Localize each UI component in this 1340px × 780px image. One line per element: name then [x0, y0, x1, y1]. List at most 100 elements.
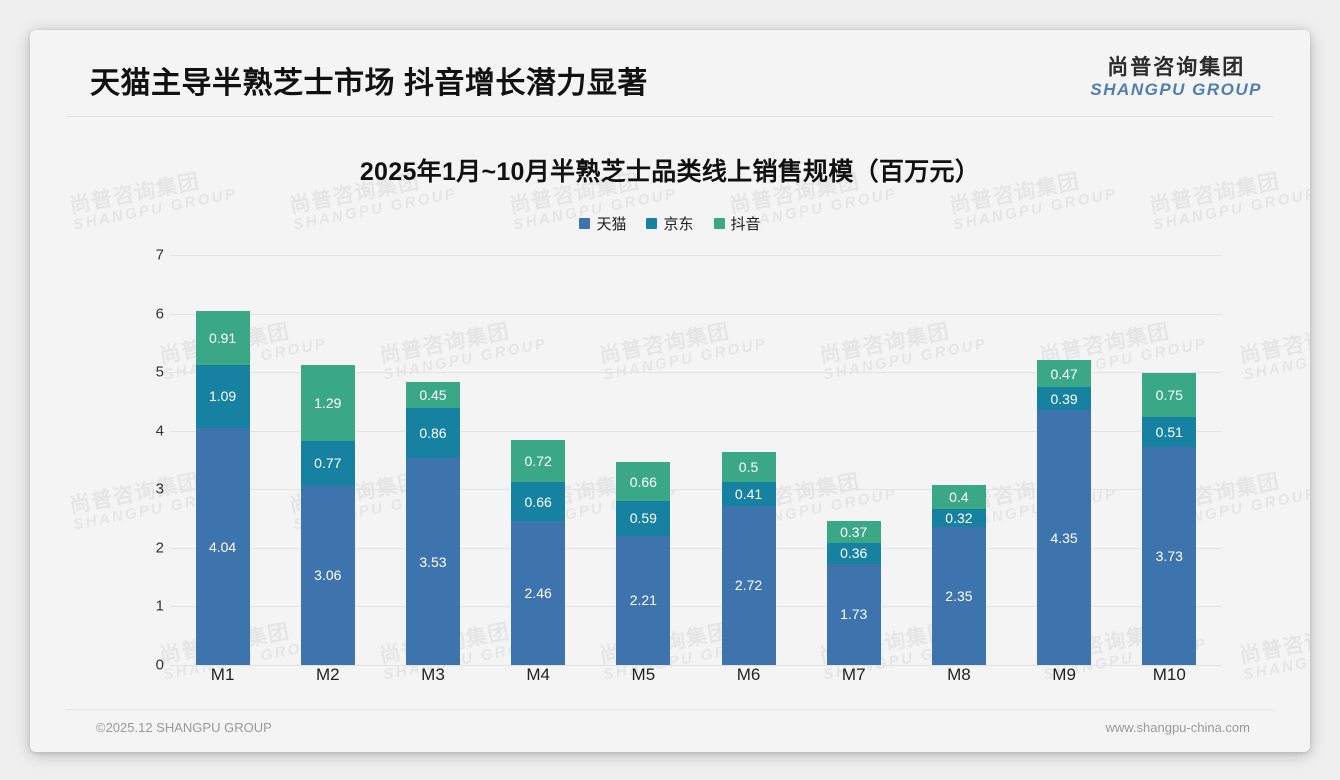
bar-value-label: 0.72	[524, 453, 552, 470]
bar-segment-京东[interactable]: 0.77	[300, 440, 355, 486]
bar-value-label: 0.39	[1050, 390, 1078, 407]
bar-segment-天猫[interactable]: 3.73	[1142, 446, 1197, 665]
y-axis-tick-label: 3	[155, 480, 164, 498]
y-axis-tick-label: 7	[155, 246, 164, 264]
x-axis-tick-M7: M7	[841, 665, 866, 684]
bar-group-M2[interactable]: 3.06 0.77 1.29	[300, 365, 355, 665]
logo-chinese-text: 尚普咨询集团	[1107, 56, 1246, 79]
bar-segment-天猫[interactable]: 2.35	[931, 527, 986, 665]
x-axis-tick-M3: M3	[421, 665, 445, 684]
bar-segment-京东[interactable]: 0.41	[721, 481, 776, 506]
y-axis-tick-label: 6	[155, 305, 164, 323]
bar-value-label: 0.47	[1050, 365, 1078, 382]
bar-segment-京东[interactable]: 0.51	[1142, 416, 1197, 447]
website-link[interactable]: www.shangpu-china.com	[1105, 720, 1250, 735]
bar-value-label: 0.91	[208, 329, 237, 346]
bar-segment-抖音[interactable]: 0.45	[405, 381, 460, 408]
y-axis-tick-label: 0	[155, 656, 164, 674]
bar-segment-天猫[interactable]: 1.73	[826, 563, 881, 665]
x-axis-labels: M1 M2 M3 M4 M5 M6 M7 M8 M9 M10	[170, 665, 1222, 685]
x-axis-tick-M10: M10	[1152, 665, 1186, 684]
bar-segment-抖音[interactable]: 0.4	[931, 485, 986, 509]
bar-segment-抖音[interactable]: 0.5	[721, 452, 776, 482]
bar-segment-京东[interactable]: 0.59	[616, 501, 671, 536]
gridline	[170, 665, 1222, 666]
bar-value-label: 0.66	[629, 473, 657, 490]
bar-segment-京东[interactable]: 0.36	[826, 542, 881, 564]
bar-segment-抖音[interactable]: 1.29	[300, 365, 355, 441]
bar-group-M6[interactable]: 2.72 0.41 0.5	[721, 452, 776, 665]
bar-group-M5[interactable]: 2.21 0.59 0.66	[616, 462, 671, 665]
bar-value-label: 0.36	[840, 545, 868, 562]
bar-group-M8[interactable]: 2.35 0.32 0.4	[931, 485, 986, 665]
bar-value-label: 1.73	[840, 606, 868, 623]
legend-item-天猫[interactable]: 天猫	[579, 213, 626, 234]
y-axis-tick-label: 5	[155, 363, 164, 381]
x-axis-tick-M5: M5	[631, 665, 656, 684]
slide-header: 天猫主导半熟芝士市场 抖音增长潜力显著 尚普咨询集团 SHANGPU GROUP	[30, 30, 1310, 116]
bar-group-M1[interactable]: 4.04 1.09 0.91	[195, 311, 250, 665]
slide-footer: ©2025.12 SHANGPU GROUP www.shangpu-china…	[30, 710, 1310, 752]
bar-value-label: 3.53	[419, 553, 447, 570]
gridline	[170, 255, 1222, 256]
bar-value-label: 2.21	[629, 592, 657, 609]
x-axis-tick-M4: M4	[526, 665, 550, 684]
bar-segment-京东[interactable]: 0.32	[931, 508, 986, 528]
bar-value-label: 0.66	[524, 493, 552, 510]
legend-swatch-icon	[646, 218, 658, 229]
bar-segment-抖音[interactable]: 0.91	[195, 311, 250, 365]
page-title: 天猫主导半熟芝士市场 抖音增长潜力显著	[90, 67, 648, 100]
bar-segment-天猫[interactable]: 2.46	[511, 520, 566, 665]
x-axis-tick-M2: M2	[315, 665, 340, 684]
footer-divider	[66, 709, 1274, 710]
bar-group-M7[interactable]: 1.73 0.36 0.37	[826, 520, 881, 665]
bar-group-M3[interactable]: 3.53 0.86 0.45	[405, 381, 460, 665]
bar-value-label: 3.73	[1155, 547, 1183, 564]
bar-segment-天猫[interactable]: 3.06	[300, 485, 355, 665]
bar-segment-天猫[interactable]: 3.53	[405, 458, 460, 665]
brand-logo: 尚普咨询集团 SHANGPU GROUP	[1090, 56, 1262, 100]
x-axis-tick-M6: M6	[736, 665, 761, 684]
bar-segment-抖音[interactable]: 0.75	[1142, 372, 1197, 417]
bar-value-label: 0.75	[1155, 386, 1183, 403]
bar-segment-天猫[interactable]: 2.72	[721, 505, 776, 665]
bar-segment-天猫[interactable]: 4.35	[1037, 410, 1092, 665]
bar-value-label: 0.4	[949, 488, 969, 505]
chart-legend: 天猫 京东 抖音	[30, 213, 1310, 234]
bar-group-M10[interactable]: 3.73 0.51 0.75	[1142, 372, 1197, 665]
copyright-text: ©2025.12 SHANGPU GROUP	[96, 720, 272, 735]
slide-card: 尚普咨询集团 SHANGPU GROUP 尚普咨询集团 SHANGPU GROUP 尚普…	[30, 30, 1310, 752]
bar-segment-抖音[interactable]: 0.47	[1037, 359, 1092, 388]
bar-value-label: 0.32	[945, 509, 973, 526]
bar-segment-京东[interactable]: 0.66	[511, 482, 566, 521]
legend-label: 天猫	[596, 216, 627, 233]
chart-title: 2025年1月~10月半熟芝士品类线上销售规模（百万元）	[359, 158, 981, 186]
bar-segment-京东[interactable]: 1.09	[195, 364, 250, 429]
bar-value-label: 2.35	[945, 588, 973, 605]
bar-value-label: 0.51	[1155, 423, 1183, 440]
header-divider	[66, 116, 1274, 117]
y-axis-tick-label: 1	[155, 597, 164, 615]
bar-segment-抖音[interactable]: 0.66	[616, 462, 671, 502]
logo-english-text: SHANGPU GROUP	[1090, 80, 1262, 100]
legend-label: 抖音	[730, 216, 761, 233]
bar-segment-京东[interactable]: 0.86	[405, 407, 460, 459]
bar-segment-天猫[interactable]: 4.04	[195, 428, 250, 665]
legend-item-抖音[interactable]: 抖音	[713, 213, 761, 234]
bar-segment-天猫[interactable]: 2.21	[616, 535, 671, 665]
bar-group-M9[interactable]: 4.35 0.39 0.47	[1037, 359, 1092, 665]
bar-segment-京东[interactable]: 0.39	[1037, 387, 1092, 411]
legend-swatch-icon	[579, 218, 591, 229]
bar-value-label: 2.72	[734, 577, 763, 594]
bar-value-label: 4.35	[1050, 529, 1078, 546]
gridline	[170, 372, 1222, 374]
bar-value-label: 1.09	[208, 388, 237, 405]
x-axis-tick-M9: M9	[1052, 665, 1076, 684]
legend-item-京东[interactable]: 京东	[646, 213, 694, 234]
bar-segment-抖音[interactable]: 0.72	[511, 440, 566, 483]
bar-group-M4[interactable]: 2.46 0.66 0.72	[511, 440, 566, 665]
bar-segment-抖音[interactable]: 0.37	[826, 520, 881, 543]
gridline	[170, 489, 1222, 491]
